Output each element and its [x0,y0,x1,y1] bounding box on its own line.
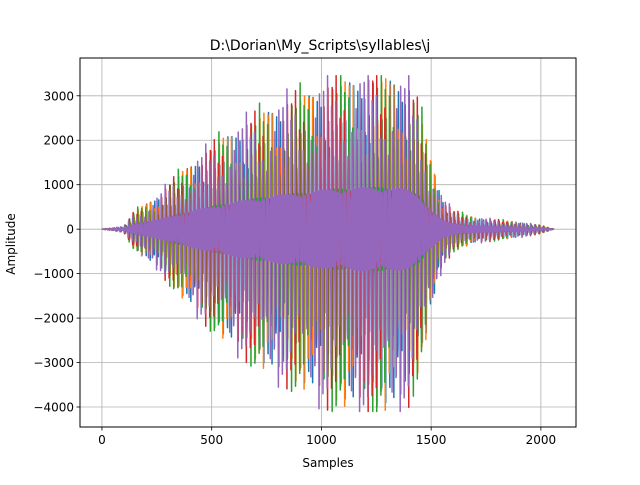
x-ticks: 0 500 1000 1500 2000 [98,427,556,447]
x-tick-label: 1000 [306,433,337,447]
x-tick-label: 2000 [526,433,557,447]
y-tick-label: 1000 [43,178,74,192]
y-ticks: −4000 −3000 −2000 −1000 0 1000 2000 3000 [33,89,80,414]
axes-frame [79,57,577,428]
y-tick-label: −4000 [33,400,74,414]
series-layer [101,75,555,413]
y-axis-label: Amplitude [4,213,18,275]
y-tick-label: −1000 [33,267,74,281]
y-tick-label: −2000 [33,312,74,326]
y-tick-label: 3000 [43,89,74,103]
series-line-5 [101,75,555,413]
x-tick-label: 1500 [416,433,447,447]
x-tick-label: 500 [200,433,223,447]
y-tick-label: −3000 [33,356,74,370]
chart-title: D:\Dorian\My_Scripts\syllables\j [210,38,431,54]
y-tick-label: 2000 [43,134,74,148]
x-axis-label: Samples [302,456,353,470]
y-tick-label: 0 [66,223,74,237]
x-tick-label: 0 [98,433,106,447]
